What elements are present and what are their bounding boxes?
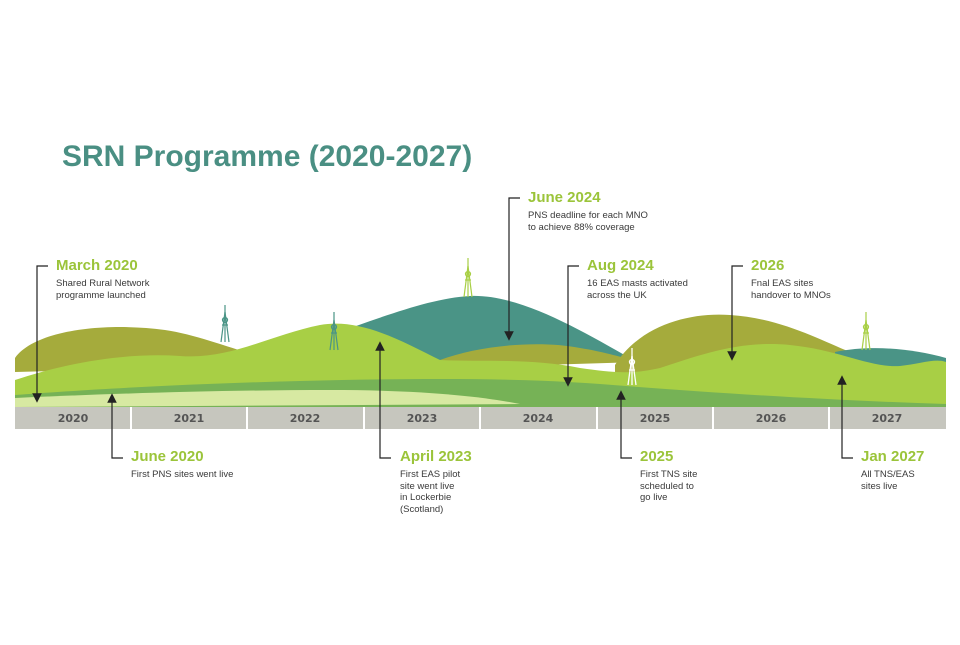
year-label-2020: 2020: [58, 412, 89, 425]
arrow-2026: [727, 265, 743, 361]
arrow-april-2023: [375, 341, 391, 459]
milestone-2026: 2026 Fnal EAS sites handover to MNOs: [751, 257, 831, 301]
milestone-june-2024: June 2024 PNS deadline for each MNO to a…: [528, 189, 648, 233]
milestone-description: First TNS site scheduled to go live: [640, 469, 698, 503]
arrow-march-2020: [32, 265, 48, 403]
pale-green-band: [15, 390, 520, 407]
milestone-aug-2024: Aug 2024 16 EAS masts activated across t…: [587, 257, 688, 301]
arrow-2025: [616, 390, 632, 459]
mast-icon-2021: [220, 305, 230, 343]
year-label-2023: 2023: [407, 412, 438, 425]
year-label-2021: 2021: [174, 412, 205, 425]
milestone-description: 16 EAS masts activated across the UK: [587, 278, 688, 301]
arrow-june-2020: [107, 393, 123, 459]
milestone-date: March 2020: [56, 257, 138, 274]
page-title: SRN Programme (2020-2027): [62, 140, 473, 173]
year-label-2026: 2026: [756, 412, 787, 425]
milestone-description: Shared Rural Network programme launched: [56, 278, 150, 301]
milestone-description: PNS deadline for each MNO to achieve 88%…: [528, 210, 648, 233]
year-label-2027: 2027: [872, 412, 903, 425]
milestone-description: Fnal EAS sites handover to MNOs: [751, 278, 831, 301]
arrow-june-2024: [504, 197, 520, 341]
milestone-march-2020: March 2020 Shared Rural Network programm…: [56, 257, 149, 301]
year-label-2025: 2025: [640, 412, 671, 425]
milestone-description: All TNS/EAS sites live: [861, 469, 915, 492]
mast-icon-2025: [627, 348, 637, 386]
year-label-2022: 2022: [290, 412, 321, 425]
arrow-jan-2027: [837, 375, 853, 459]
milestone-june-2020: June 2020 First PNS sites went live: [131, 448, 233, 481]
milestone-april-2023: April 2023 First EAS pilot site went liv…: [400, 448, 472, 515]
milestone-date: April 2023: [400, 448, 472, 465]
milestone-date: 2025: [640, 448, 674, 465]
milestone-2025: 2025 First TNS site scheduled to go live: [640, 448, 697, 504]
arrow-aug-2024: [563, 265, 579, 387]
milestone-date: Aug 2024: [587, 257, 654, 274]
mast-icon-2023: [463, 258, 473, 298]
mast-icon-2027: [861, 312, 871, 351]
milestone-date: Jan 2027: [861, 448, 925, 465]
year-dividers: [130, 407, 830, 429]
milestone-date: June 2024: [528, 189, 601, 206]
year-label-2024: 2024: [523, 412, 554, 425]
milestone-date: June 2020: [131, 448, 204, 465]
milestone-description: First PNS sites went live: [131, 469, 234, 480]
milestone-description: First EAS pilot site went live in Locker…: [400, 469, 461, 515]
milestone-date: 2026: [751, 257, 785, 274]
milestone-jan-2027: Jan 2027 All TNS/EAS sites live: [861, 448, 924, 492]
mast-icon-2022: [329, 312, 339, 351]
